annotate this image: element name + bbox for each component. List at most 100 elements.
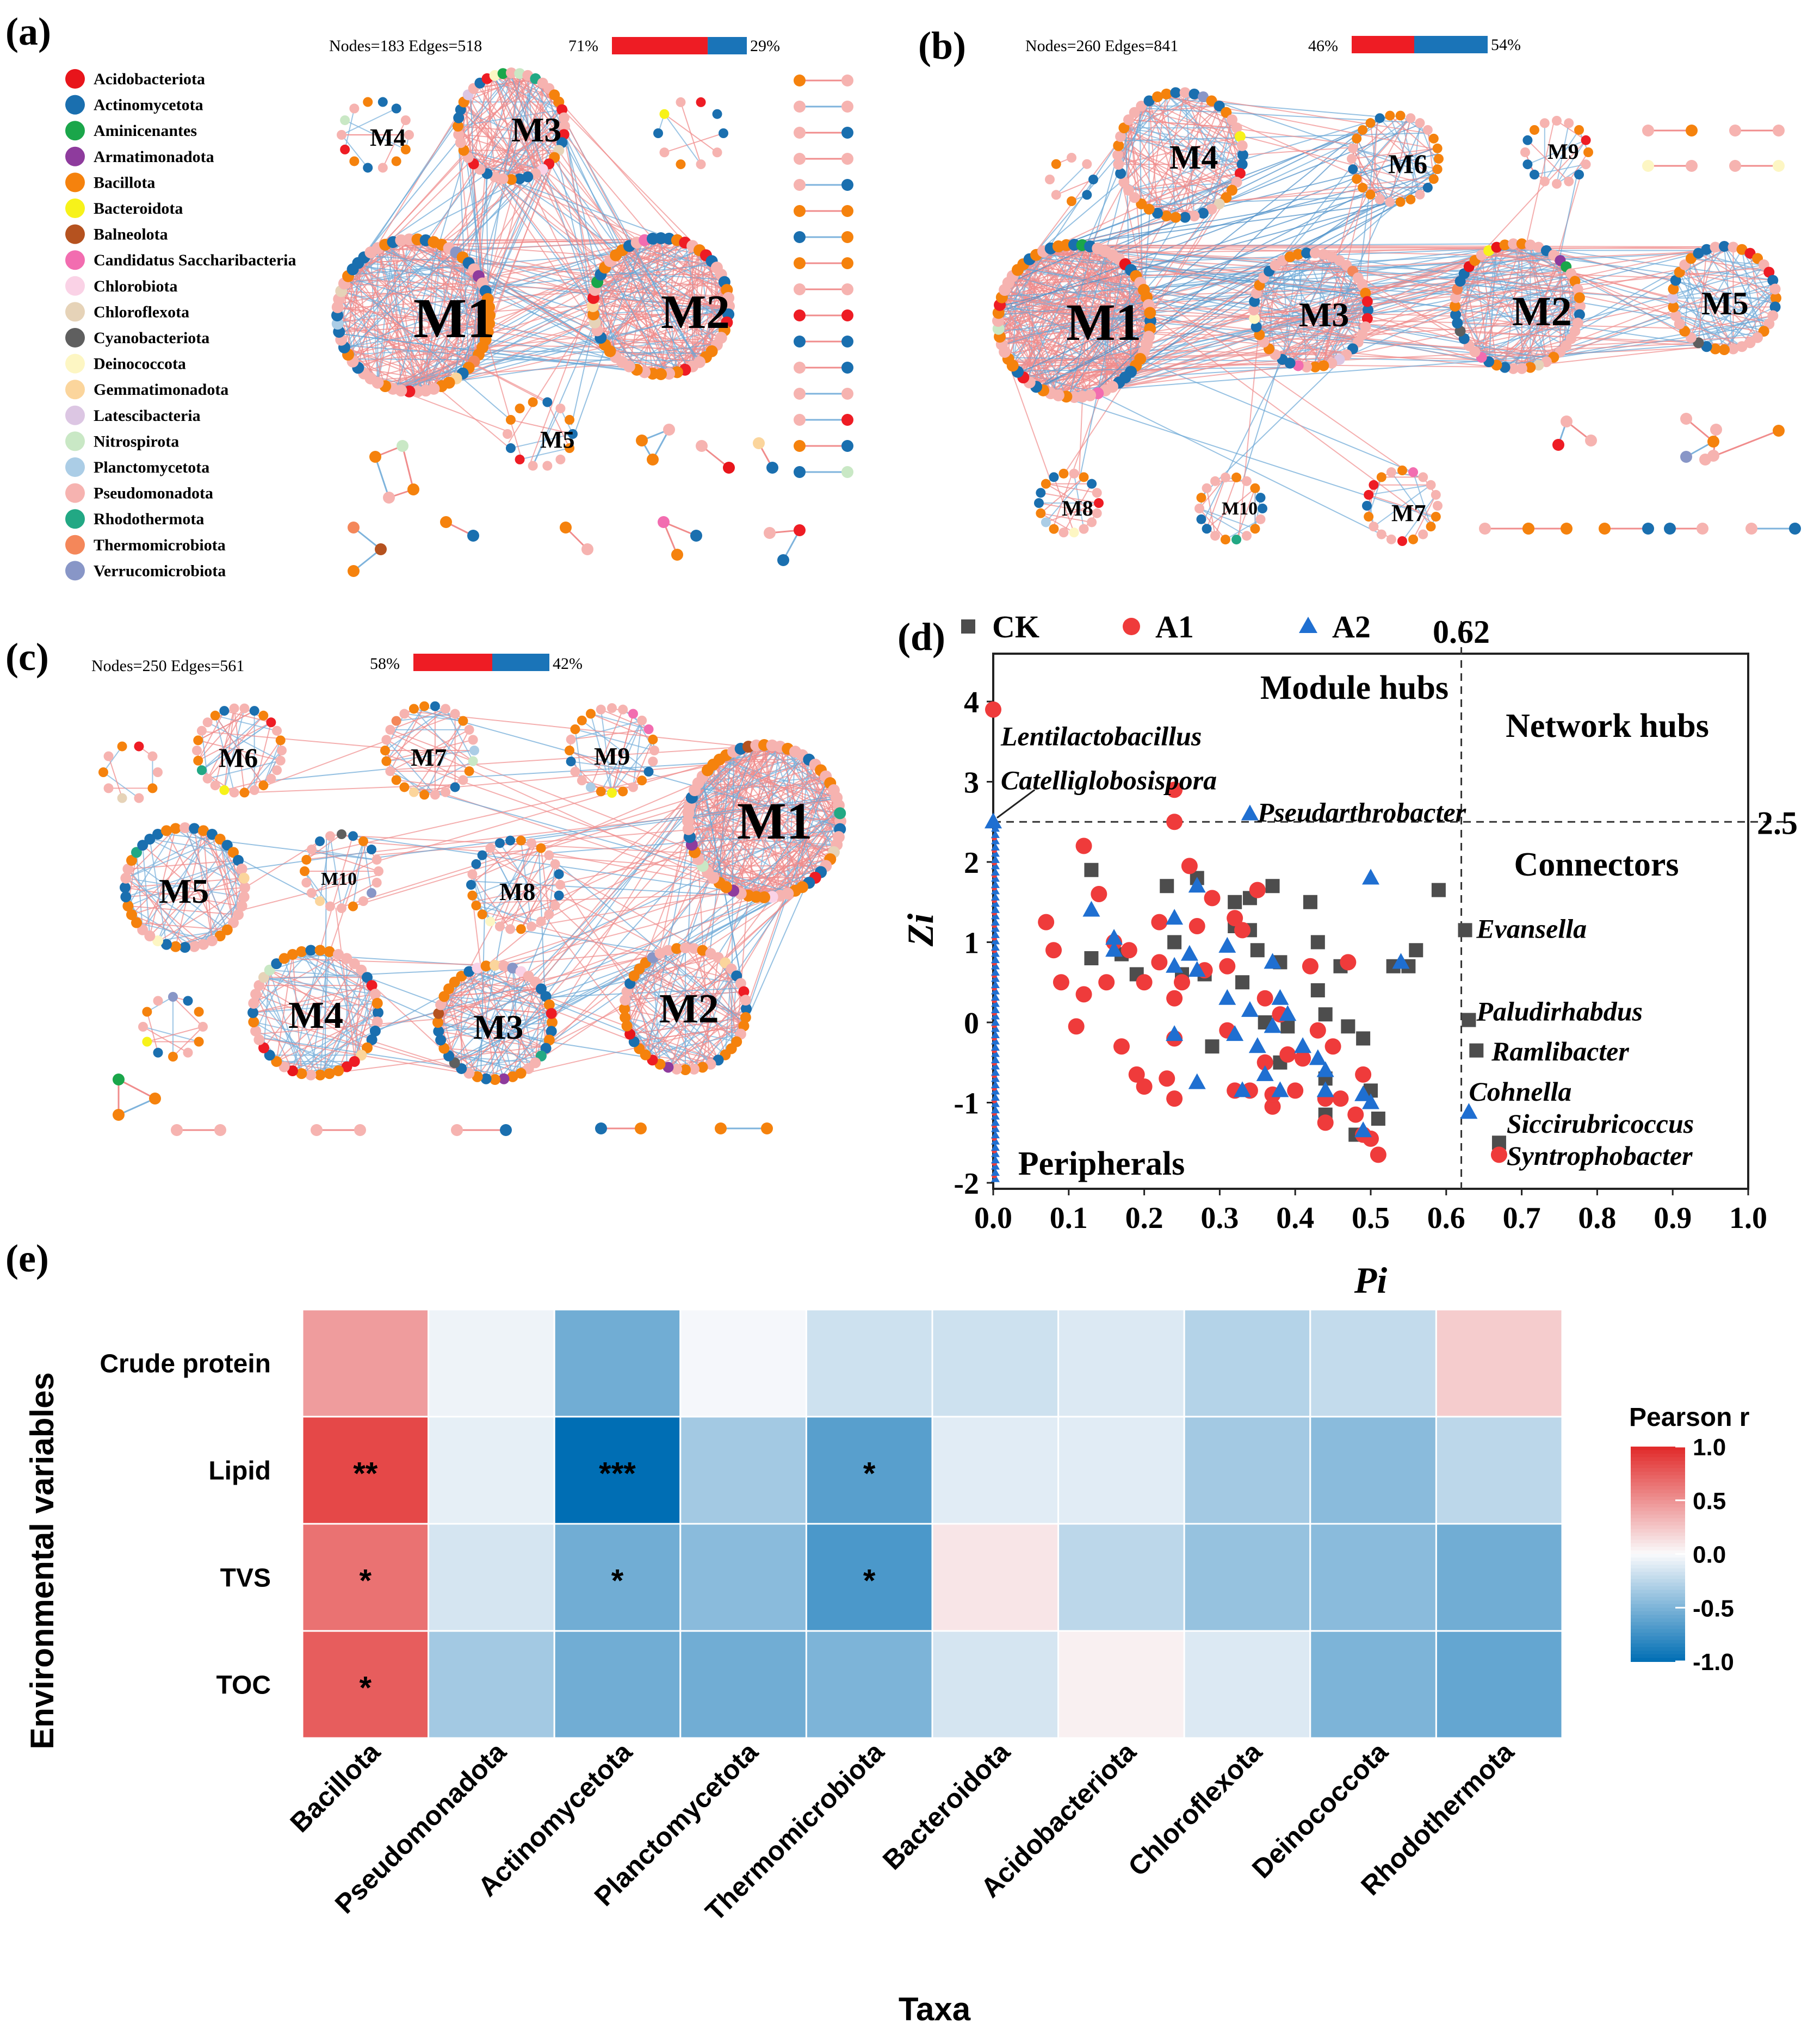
network-node [841,257,853,269]
scatter-point-a2 [991,1018,1000,1026]
network-node [1680,413,1692,425]
scatter-point-a2 [991,1174,1000,1182]
network-node [565,746,574,755]
network-edge [512,967,536,1063]
colorbar-segment [1631,1558,1685,1562]
network-node [841,466,853,478]
network-node [620,995,631,1006]
network-edge [337,306,708,356]
scatter-point-a2 [1354,1121,1372,1138]
network-edge [481,350,710,355]
network-node [103,751,114,761]
network-stats-c: Nodes=250 Edges=561 [91,657,244,675]
network-edge [512,72,727,326]
network-node [266,717,276,728]
network-node [516,924,526,934]
network-node [1170,87,1181,98]
network-node [522,171,534,183]
network-node [1767,310,1779,321]
heatmap-cell [428,1630,555,1739]
scatter-point-ck [1409,943,1423,958]
network-edge [1215,477,1237,536]
network-node [696,97,706,107]
colorbar-segment [1631,1511,1685,1516]
network-node [362,972,373,983]
scatter-point-a2 [991,849,1000,857]
positive-edge-pct-c: 58% [370,655,400,673]
network-node [560,522,572,533]
network-node [1426,480,1436,490]
network-edge [337,88,475,311]
legend-label: Pseudomonadota [94,485,213,502]
network-edge [299,952,548,1045]
panel-label-d: (d) [897,615,945,659]
network-node [381,756,392,766]
colorbar-segment [1631,1515,1685,1519]
network-node [497,68,509,79]
colorbar-segment [1631,1486,1685,1490]
network-node [122,900,134,911]
network-node [1408,467,1419,477]
network-node [1369,522,1379,532]
colorbar-segment [1631,1604,1685,1609]
network-edge [385,714,405,751]
scatter-point-a1 [1075,837,1092,854]
scatter-point-a2 [991,949,1000,957]
network-node [179,822,190,833]
legend-label: Nitrospirota [94,432,179,450]
scatter-point-a1 [1151,914,1168,930]
legend-swatch [65,198,85,218]
scatter-point-a1 [1234,922,1251,939]
network-node [1516,238,1527,250]
scatter-point-a1 [1227,910,1243,927]
network-edge [1038,502,1097,514]
network-edge [688,828,839,838]
network-node [98,767,108,777]
network-edge [374,965,497,1034]
network-node [348,901,358,911]
network-edge [401,445,414,490]
colorbar-segment [1631,1568,1685,1573]
network-node [1196,493,1206,503]
network-edge [346,278,511,421]
network-node [595,1122,607,1134]
network-edge [1527,140,1569,182]
network-node [236,864,247,875]
network-node [1397,536,1407,546]
scatter-point-a2 [1188,1073,1206,1089]
network-edge [1454,306,1497,365]
network-node [233,909,244,920]
network-edge [1056,179,1094,196]
network-node [1255,493,1266,503]
network-node [391,716,401,726]
network-node [490,960,500,971]
module-label-m8: M8 [499,878,535,905]
network-node [275,735,286,746]
colorbar-segment [1631,1579,1685,1584]
network-node [1428,174,1439,184]
network-edge [535,989,542,1063]
network-node [841,283,853,295]
network-edge [634,1025,744,1043]
network-edge [480,150,559,170]
network-node [153,1047,163,1058]
network-edge [444,988,542,997]
network-node [794,466,806,478]
network-node [432,1017,443,1028]
network-edge [1137,252,1699,279]
network-edge [664,114,702,165]
network-edge [215,715,277,731]
network-node [1642,160,1654,172]
scatter-point-a2 [991,1124,1000,1132]
network-edge [685,1017,746,1070]
network-node [451,1124,463,1136]
module-label-m3: M3 [1299,295,1349,334]
network-node [253,980,265,991]
network-node [505,924,516,934]
network-edge [1148,94,1167,209]
network-node [1710,241,1721,253]
network-node [113,1109,125,1121]
colorbar-segment [1631,1461,1685,1465]
network-edge [1238,277,1265,539]
network-node [1251,321,1262,332]
